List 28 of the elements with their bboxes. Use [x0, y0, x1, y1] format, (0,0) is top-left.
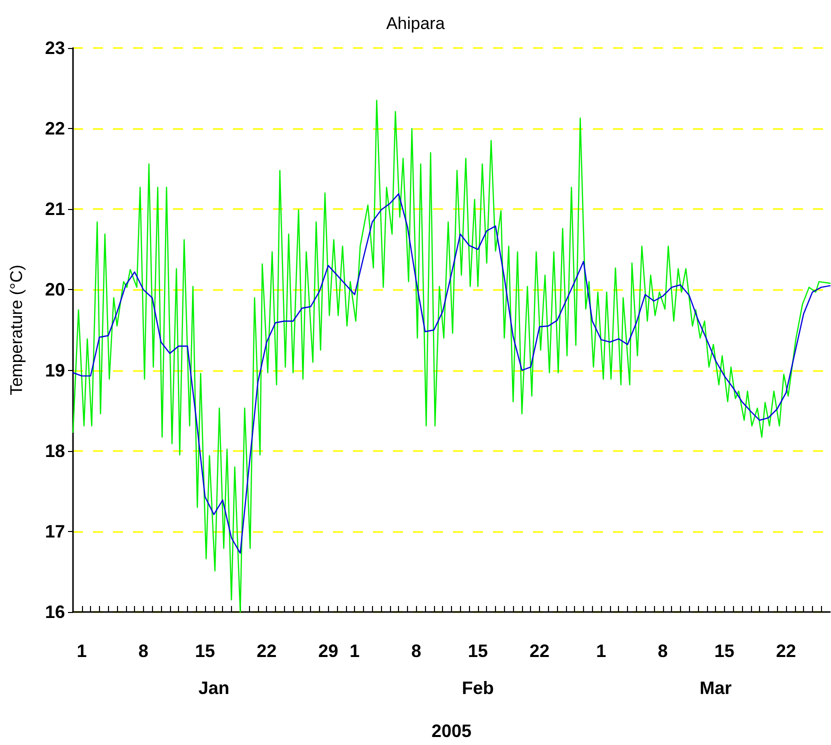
x-tick-label: 15	[468, 641, 488, 661]
x-tick-label: 22	[530, 641, 550, 661]
text: Feb	[462, 678, 494, 698]
x-tick-label: 22	[776, 641, 796, 661]
x-tick-label: 15	[714, 641, 734, 661]
x-tick-label: 8	[658, 641, 668, 661]
y-tick-label: 19	[44, 360, 65, 380]
y-tick-label: 20	[44, 280, 65, 300]
x-axis-title: 2005	[431, 721, 472, 741]
x-tick-label: 8	[138, 641, 148, 661]
y-tick-label: 22	[44, 118, 65, 139]
y-tick-label: 16	[44, 602, 65, 622]
x-tick-label: 1	[596, 641, 606, 661]
x-tick-label: 15	[195, 641, 216, 661]
y-tick-label: 21	[44, 199, 65, 220]
x-tick-label: 1	[350, 641, 360, 661]
text: Mar	[700, 678, 732, 698]
x-tick-label: 22	[256, 641, 277, 661]
chart-title: Ahipara	[386, 14, 446, 33]
x-tick-label: 29	[318, 641, 338, 661]
text: Jan	[198, 678, 230, 698]
y-tick-label: 17	[44, 521, 65, 542]
x-tick-label: 1	[76, 641, 87, 661]
y-tick-label: 18	[44, 440, 65, 461]
y-tick-label: 23	[44, 38, 65, 58]
y-axis-title: Temperature (°C)	[7, 264, 26, 396]
x-tick-label: 8	[411, 641, 422, 661]
line-series	[72, 193, 831, 554]
